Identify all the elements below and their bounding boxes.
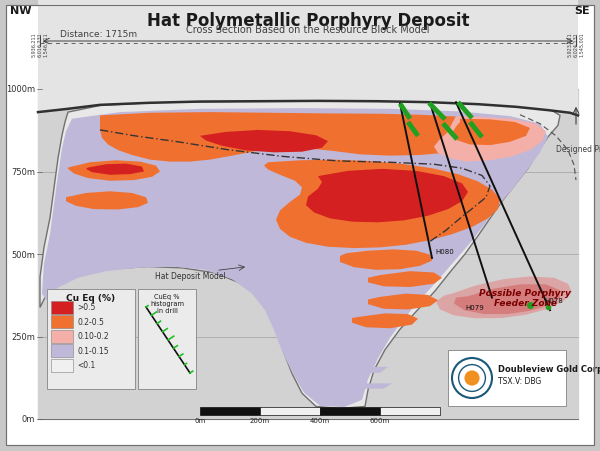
- Bar: [138, 290, 196, 389]
- Bar: [448, 350, 566, 406]
- Polygon shape: [330, 333, 376, 340]
- Polygon shape: [306, 170, 468, 223]
- Polygon shape: [340, 350, 382, 356]
- Text: Cross Section Based on the Resource Block Model: Cross Section Based on the Resource Bloc…: [186, 25, 430, 35]
- Bar: [51, 344, 73, 357]
- Text: Distance: 1715m: Distance: 1715m: [60, 30, 137, 39]
- Polygon shape: [40, 102, 560, 409]
- Text: H079: H079: [465, 304, 484, 310]
- Bar: [51, 315, 73, 328]
- Bar: [38, 90, 578, 419]
- Polygon shape: [354, 383, 392, 389]
- Text: CuEq %
histogram
in drill: CuEq % histogram in drill: [150, 293, 184, 313]
- Text: Possible Porphyry
Feeder Zone: Possible Porphyry Feeder Zone: [479, 288, 571, 308]
- Text: 5,936,211
6,016,231
1,546,911: 5,936,211 6,016,231 1,546,911: [31, 32, 49, 57]
- Polygon shape: [352, 314, 418, 328]
- Polygon shape: [454, 285, 560, 314]
- Text: Cu Eq (%): Cu Eq (%): [67, 293, 116, 302]
- Text: 0m: 0m: [22, 414, 35, 423]
- Text: H078: H078: [544, 298, 563, 304]
- Text: NW: NW: [10, 6, 32, 16]
- Text: 400m: 400m: [310, 417, 330, 423]
- Text: 5,923,111
6,024,131
1,545,001: 5,923,111 6,024,131 1,545,001: [568, 32, 585, 57]
- Bar: [51, 330, 73, 343]
- Polygon shape: [68, 161, 160, 181]
- Polygon shape: [350, 367, 388, 373]
- Text: 200m: 200m: [250, 417, 270, 423]
- Text: Doubleview Gold Corp.: Doubleview Gold Corp.: [498, 364, 600, 373]
- Polygon shape: [264, 160, 500, 249]
- Polygon shape: [86, 164, 144, 175]
- Bar: [320, 407, 380, 415]
- Polygon shape: [434, 117, 546, 162]
- Text: 750m: 750m: [11, 168, 35, 177]
- Text: Hat Polymetallic Porphyry Deposit: Hat Polymetallic Porphyry Deposit: [147, 12, 469, 30]
- Text: >0.5: >0.5: [77, 303, 95, 312]
- Polygon shape: [368, 294, 438, 310]
- Circle shape: [464, 371, 479, 386]
- Bar: [47, 290, 135, 389]
- Bar: [260, 407, 320, 415]
- Circle shape: [452, 358, 492, 398]
- Text: H080: H080: [435, 248, 454, 254]
- Polygon shape: [340, 250, 432, 270]
- Polygon shape: [38, 0, 578, 116]
- Bar: [200, 407, 260, 415]
- Text: 600m: 600m: [370, 417, 390, 423]
- Bar: [51, 301, 73, 314]
- Text: Hat Deposit Model: Hat Deposit Model: [155, 272, 226, 281]
- Text: 250m: 250m: [11, 332, 35, 341]
- Bar: [380, 407, 440, 415]
- Polygon shape: [66, 192, 148, 210]
- Polygon shape: [42, 109, 548, 407]
- Text: 0.1-0.15: 0.1-0.15: [77, 346, 109, 355]
- Polygon shape: [100, 113, 505, 162]
- Text: 0m: 0m: [194, 417, 206, 423]
- Polygon shape: [436, 277, 572, 319]
- Bar: [51, 359, 73, 372]
- Text: TSX.V: DBG: TSX.V: DBG: [498, 376, 541, 385]
- Text: 0.10-0.2: 0.10-0.2: [77, 332, 109, 341]
- Text: 500m: 500m: [11, 250, 35, 259]
- Text: Designed Pit: Designed Pit: [556, 145, 600, 153]
- Polygon shape: [200, 131, 328, 153]
- Polygon shape: [452, 120, 530, 146]
- Polygon shape: [368, 272, 442, 287]
- Text: 1000m: 1000m: [6, 85, 35, 94]
- Text: <0.1: <0.1: [77, 361, 95, 370]
- Text: SE: SE: [574, 6, 590, 16]
- Text: 0.2-0.5: 0.2-0.5: [77, 318, 104, 326]
